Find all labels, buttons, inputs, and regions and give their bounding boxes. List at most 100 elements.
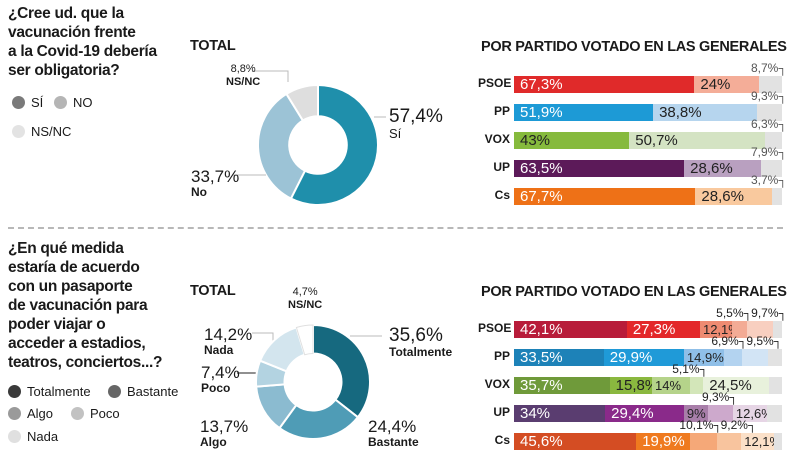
pie-label-totalmente: 35,6% Totalmente (389, 326, 452, 359)
question-line: vacunación frente (8, 24, 136, 41)
bar-value-label: 14% (655, 378, 682, 393)
party-label: Cs (494, 188, 510, 202)
bar-segment (708, 405, 733, 422)
question-line: a la Covid-19 debería (8, 43, 157, 60)
bar-track: 67,7% 28,6% (514, 188, 782, 205)
legend-label: Bastante (127, 384, 179, 399)
legend-item-no: NO (54, 95, 93, 110)
bar-segment (747, 321, 774, 338)
legend-dot-icon (8, 407, 21, 420)
question-vaccine-passport: ¿En qué medida estaría de acuerdo con un… (8, 239, 162, 372)
bar-value-label: 24% (700, 76, 731, 93)
bar-track: 67,3% 24% (514, 76, 782, 93)
pie-label-pct: 24,4% (368, 417, 417, 436)
donut-slice-ns-nc (295, 324, 314, 356)
bar-segment: 14% (652, 377, 690, 394)
bar-segment: 12,1% (699, 321, 740, 338)
question-line: teatros, conciertos...? (8, 354, 163, 371)
party-label: PSOE (478, 321, 512, 335)
bar-value-label-above: 9,3%┐ (751, 89, 787, 103)
bar-value-label: 50,7% (635, 132, 678, 149)
legend-label: Totalmente (27, 384, 91, 399)
pie-label-nsnc: 8,8% NS/NC (226, 63, 260, 89)
bar-value-label: 28,6% (690, 160, 733, 177)
bar-value-label-above: 8,7%┐ (751, 61, 787, 75)
donut-slice-totalmente (312, 323, 371, 419)
bar-title-q1: POR PARTIDO VOTADO EN LAS GENERALES (481, 39, 787, 55)
bar-segment (723, 349, 743, 366)
pie-label-name: Bastante (368, 435, 419, 449)
pie-label-pct: 33,7% (191, 167, 240, 186)
bar-track: 45,6% 19,9% 12,1% (514, 433, 782, 450)
pie-label-algo: 13,7% Algo (200, 418, 248, 449)
question-line: ¿En qué medida (8, 240, 124, 257)
bar-track: 43% 50,7% (514, 132, 782, 149)
bar-segment: 24% (694, 76, 759, 93)
bar-segment: 50,7% (629, 132, 766, 149)
party-label: PP (493, 104, 510, 118)
pie-label-pct: 14,2% (204, 325, 253, 344)
pie-title-q2: TOTAL (190, 283, 236, 299)
bar-track: 33,5% 29,9% 14,9% (514, 349, 782, 366)
bar-value-label-above: 5,1%┐ (672, 362, 709, 376)
bar-segment: 35,7% (514, 377, 610, 394)
pie-label-pct: 7,4% (201, 363, 240, 382)
question-vaccination-mandatory: ¿Cree ud. que la vacunación frente a la … (8, 4, 157, 80)
bar-segment (732, 321, 748, 338)
bar-value-label: 35,7% (520, 377, 563, 394)
donut-chart-q1 (257, 83, 379, 206)
bar-segment: 27,3% (626, 321, 700, 338)
bar-track: 42,1% 27,3% 12,1% (514, 321, 782, 338)
pie-label-pct: 57,4% (389, 106, 443, 127)
legend-item-algo: Algo (8, 406, 53, 421)
donut-slice-ns-nc (285, 83, 319, 122)
legend-dot-icon (71, 407, 84, 420)
pie-label-name: No (191, 185, 207, 199)
bar-segment (742, 349, 768, 366)
bar-value-label: 29,9% (609, 349, 653, 366)
legend-label: SÍ (31, 95, 44, 110)
pie-label-name: Nada (204, 343, 234, 357)
pie-label-name: NS/NC (226, 76, 261, 88)
bar-segment (689, 377, 704, 394)
pie-label-name: Totalmente (389, 345, 453, 359)
party-label: Cs (494, 433, 510, 447)
pie-label-no: 33,7% No (191, 168, 239, 199)
bar-segment (772, 188, 782, 205)
bar-value-label: 15,8% (615, 377, 659, 394)
donut-chart-q2 (255, 323, 371, 440)
pie-label-pct: 35,6% (389, 325, 443, 346)
bar-value-label: 45,6% (520, 433, 563, 450)
bar-value-label: 12,1% (744, 434, 782, 449)
question-line: estaría de acuerdo (8, 259, 140, 276)
bar-value-label: 34% (520, 405, 551, 422)
bar-value-label-above: 5,5%┐ (716, 306, 753, 320)
legend-dot-icon (8, 385, 21, 398)
bar-segment (768, 377, 782, 394)
bar-segment (773, 433, 782, 450)
bar-value-label: 43% (520, 132, 551, 149)
bar-value-label-above: 9,2%┐ (720, 418, 757, 432)
bar-value-label-above: 10,1%┐ (679, 418, 722, 432)
bar-segment: 51,9% (514, 104, 654, 121)
bar-segment: 38,8% (653, 104, 758, 121)
bar-value-label-above: 6,9%┐ (711, 334, 748, 348)
bar-segment: 19,9% (636, 433, 690, 450)
party-label: VOX (484, 377, 510, 391)
question-line: ¿Cree ud. que la (8, 5, 124, 22)
bar-value-label-above: 6,3%┐ (751, 117, 787, 131)
bar-track: 63,5% 28,6% (514, 160, 782, 177)
bar-value-label: 12,6% (735, 406, 773, 421)
question-line: acceder a estadios, (8, 335, 146, 352)
party-label: PSOE (478, 76, 512, 90)
party-label: UP (493, 405, 510, 419)
question-line: de vacunación para (8, 297, 148, 314)
bar-value-label: 42,1% (520, 321, 563, 338)
pie-title-q1: TOTAL (190, 38, 236, 54)
bar-value-label-above: 9,5%┐ (746, 334, 783, 348)
bar-value-label: 9% (686, 406, 706, 421)
legend-item-nada: Nada (8, 429, 58, 444)
bar-segment: 33,5% (514, 349, 604, 366)
donut-slice-no (257, 92, 307, 200)
